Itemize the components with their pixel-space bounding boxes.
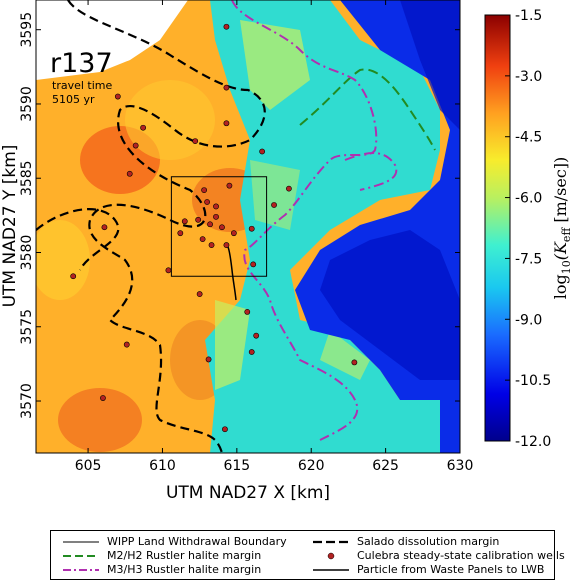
x-tick-label: 625 — [372, 458, 399, 474]
m2h2-rustler-halite-margin — [299, 68, 436, 151]
calibration-well — [132, 142, 139, 149]
calibration-well — [208, 242, 215, 248]
y-tick-label: 3570 — [19, 383, 35, 419]
colorbar-tick-label: -1.5 — [515, 8, 542, 24]
colorbar-label: log10(Keff [m/sec]) — [551, 157, 573, 300]
travel-time-value: 5105 yr — [52, 93, 95, 106]
calibration-well — [250, 261, 257, 268]
y-ticks: 3570 3575 3580 3585 3590 3595 — [19, 12, 460, 419]
calibration-well — [165, 267, 172, 274]
calibration-well — [201, 187, 208, 194]
colorbar-tick-label: -9.0 — [515, 312, 542, 328]
colorbar-tick-label: -6.0 — [515, 191, 542, 207]
colorbar — [484, 14, 511, 442]
calibration-well — [286, 185, 292, 192]
x-axis-label: UTM NAD27 X [km] — [166, 483, 330, 503]
calibration-well — [207, 221, 213, 228]
calibration-well — [205, 356, 212, 363]
calibration-well — [70, 273, 77, 280]
x-tick-label: 610 — [149, 458, 176, 474]
colorbar-tick-label: -4.5 — [515, 130, 542, 146]
colorbar-tick-label: -3.0 — [515, 69, 542, 85]
colorbar-tick-label: -12.0 — [515, 434, 551, 450]
calibration-well — [253, 332, 260, 339]
calibration-well — [248, 349, 255, 355]
y-tick-label: 3585 — [19, 160, 35, 196]
travel-time-label: travel time — [52, 79, 112, 92]
colorbar-ticks: -1.5 -3.0 -4.5 -6.0 -7.5 -9.0 -10.5 -12.0 — [505, 8, 551, 450]
calibration-well — [219, 224, 225, 231]
calibration-well — [204, 199, 210, 205]
salado-dissolution-margin — [67, 0, 266, 453]
calibration-well — [223, 120, 230, 127]
calibration-well — [177, 230, 184, 237]
calibration-well — [244, 309, 251, 315]
calibration-well — [271, 202, 277, 208]
wipp-land-withdrawal-boundary — [170, 176, 268, 277]
legend: WIPP Land Withdrawal Boundary Salado dis… — [50, 530, 565, 580]
y-tick-label: 3580 — [19, 235, 35, 271]
x-tick-label: 605 — [75, 458, 102, 474]
particle-track — [227, 246, 237, 301]
calibration-well — [196, 291, 203, 297]
colorbar-tick-label: -10.5 — [515, 373, 551, 389]
calibration-well — [230, 230, 237, 237]
calibration-well — [126, 170, 133, 177]
calibration-well — [223, 23, 230, 30]
calibration-well — [222, 426, 228, 433]
calibration-well — [351, 359, 358, 366]
calibration-wells — [70, 23, 358, 433]
calibration-well — [259, 148, 266, 155]
salado-dissolution-margin-west — [36, 208, 120, 271]
x-ticks: 605 610 615 620 625 630 — [75, 0, 474, 474]
conductivity-field — [36, 0, 460, 453]
run-label: r137 — [50, 48, 113, 79]
y-axis-label: UTM NAD27 Y [km] — [0, 145, 20, 308]
calibration-well — [213, 213, 219, 220]
calibration-well — [100, 395, 106, 401]
calibration-well — [223, 242, 230, 248]
x-tick-label: 620 — [298, 458, 325, 474]
calibration-well — [199, 236, 206, 243]
calibration-well — [226, 182, 233, 189]
calibration-well — [192, 138, 199, 144]
calibration-well — [123, 341, 130, 348]
calibration-well — [248, 225, 255, 232]
calibration-well — [223, 84, 230, 91]
x-tick-label: 615 — [223, 458, 250, 474]
calibration-well — [213, 203, 219, 210]
y-tick-label: 3575 — [19, 309, 35, 345]
colorbar-tick-label: -7.5 — [515, 251, 542, 267]
m3h3-rustler-halite-margin — [231, 0, 398, 441]
calibration-well — [114, 93, 121, 100]
y-tick-label: 3595 — [19, 12, 35, 48]
calibration-well — [140, 124, 147, 131]
x-tick-label: 630 — [447, 458, 474, 474]
calibration-well — [101, 224, 108, 231]
y-tick-label: 3590 — [19, 86, 35, 122]
calibration-well — [181, 218, 188, 225]
plot-frame — [35, 0, 461, 454]
calibration-well — [195, 216, 202, 223]
